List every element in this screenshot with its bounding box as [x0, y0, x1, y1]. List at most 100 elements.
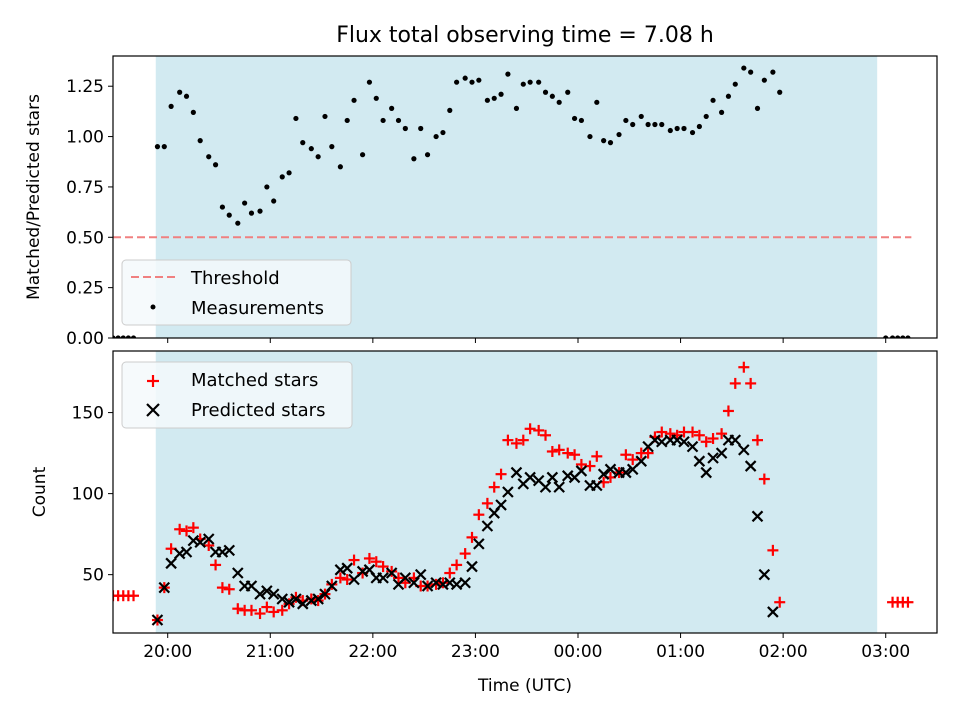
matched-star-point [540, 429, 552, 441]
measurement-point [177, 89, 183, 95]
predicted-star-point [202, 533, 215, 545]
predicted-star-point [738, 444, 750, 456]
top-y-tick-label: 0.00 [66, 329, 104, 349]
measurement-point [889, 335, 896, 338]
matched-star-point [767, 544, 779, 556]
top-plot-panel: 0.00 0.25 0.50 0.75 1.00 1.25 Matched/Predict… [24, 55, 938, 349]
top-y-tick-label: 1.25 [66, 77, 104, 97]
x-tick-label: 22:00 [348, 642, 397, 662]
predicted-star-point [232, 567, 244, 579]
measurement-point [732, 81, 738, 87]
legend-label-matched-stars: Matched stars [191, 370, 318, 391]
predicted-star-point [312, 593, 324, 605]
matched-star-point [254, 608, 266, 620]
predicted-star-point [151, 614, 164, 626]
predicted-star-point [290, 593, 302, 605]
measurement-point [389, 105, 395, 111]
matched-star-point [700, 436, 712, 448]
matched-star-point [488, 481, 500, 493]
measurement-point [536, 79, 542, 85]
measurement-point [130, 335, 137, 338]
predicted-star-point [223, 544, 236, 557]
predicted-star-point [575, 465, 588, 477]
measurement-point [190, 109, 196, 115]
measurement-point [212, 162, 219, 168]
matched-star-point [210, 559, 222, 571]
measurement-point [226, 212, 232, 218]
matched-star-point [363, 552, 375, 564]
measurement-point [344, 117, 350, 124]
measurements-legend-swatch [150, 304, 156, 310]
predicted-star-point [261, 585, 273, 597]
x-tick-label: 00:00 [553, 642, 602, 662]
matched-star-point [729, 377, 741, 389]
x-tick-label: 20:00 [143, 642, 192, 662]
predicted-star-point [385, 567, 398, 579]
x-tick-label: 21:00 [246, 642, 295, 662]
predicted-star-point [158, 581, 171, 594]
matched-star-point [459, 548, 471, 560]
matched-star-point [664, 428, 676, 440]
measurement-point [168, 103, 174, 109]
predicted-star-point [729, 434, 742, 446]
measurement-point [366, 79, 373, 85]
predicted-star-point [377, 572, 389, 584]
measurement-point [454, 79, 460, 85]
predicted-star-point [296, 598, 309, 610]
matched-star-point [341, 574, 353, 586]
top-legend-box [121, 259, 352, 326]
matched-star-point [232, 603, 244, 615]
measurement-point [395, 117, 402, 124]
measurement-point [527, 79, 533, 85]
measurement-point [424, 152, 431, 158]
bottom-plot-frame [112, 350, 938, 634]
measurement-point [594, 99, 600, 105]
measurement-point [587, 133, 593, 140]
legend-label-measurements: Measurements [191, 298, 324, 319]
predicted-star-point [635, 455, 648, 467]
measurement-point [659, 121, 665, 128]
matched-star-point [495, 468, 507, 480]
matched-stars-legend-swatch [147, 375, 159, 387]
matched-star-point [575, 458, 587, 470]
measurement-point [689, 129, 696, 136]
matched-star-point [517, 434, 529, 446]
measurement-point [905, 335, 911, 338]
predicted-star-point [744, 460, 757, 472]
measurement-point [242, 200, 248, 206]
measurement-point [462, 75, 468, 81]
predicted-star-point [604, 463, 617, 476]
measurement-point [777, 89, 783, 95]
measurement-point [549, 93, 555, 99]
measurement-point [520, 81, 526, 87]
predicted-star-point [655, 435, 668, 448]
matched-star-point [591, 450, 603, 462]
measurement-point [315, 154, 321, 160]
matched-star-point [348, 554, 360, 566]
matched-star-point [437, 577, 449, 589]
predicted-star-point [546, 471, 559, 484]
top-legend: Threshold Measurements [121, 259, 352, 326]
predicted-star-point [495, 499, 507, 511]
predicted-stars-legend-swatch [146, 403, 160, 417]
predicted-star-point [165, 557, 177, 570]
matched-star-point [392, 572, 404, 584]
measurement-point [748, 69, 754, 75]
matched-star-point [430, 578, 442, 590]
legend-label-threshold: Threshold [190, 268, 280, 289]
predicted-star-point [481, 520, 494, 532]
top-x-axis-ticks [167, 338, 887, 343]
bottom-y-axis: 50 100 150 [72, 404, 113, 586]
x-tick-label: 03:00 [861, 642, 910, 662]
measurement-point [718, 109, 725, 115]
measurement-point [895, 335, 901, 338]
matched-star-point [181, 525, 193, 537]
predicted-star-point [678, 435, 690, 448]
top-y-tick-label: 1.00 [66, 128, 104, 148]
measurement-point [674, 125, 680, 132]
bottom-plot-panel: 50 100 150 20:00 21:00 22:00 23:00 00:00 01:00 0… [30, 350, 938, 696]
measurement-point [623, 117, 629, 124]
predicted-star-point [180, 546, 193, 558]
predicted-star-point [693, 455, 706, 467]
matched-star-point [562, 447, 574, 459]
